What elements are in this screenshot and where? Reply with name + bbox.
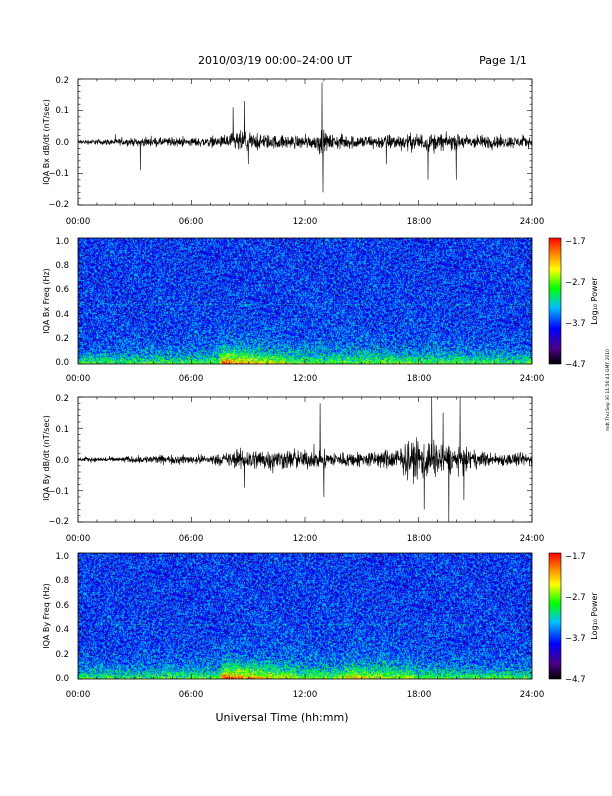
by-spectrogram-y-ticks: 1.0 0.8 0.6 0.4 0.2 0.0 xyxy=(55,552,69,684)
y-tick-label: 0.2 xyxy=(55,76,69,86)
x-tick-label: 18:00 xyxy=(407,690,432,700)
y-tick-label: −0.1 xyxy=(48,487,69,497)
y-tick-label: 0.0 xyxy=(55,456,69,466)
by-dbdt-x-ticks: 00:00 06:00 12:00 18:00 24:00 xyxy=(66,534,545,544)
colorbar-tick-label: −2.7 xyxy=(565,593,586,603)
bx-dbdt-frame xyxy=(77,78,533,206)
y-tick-label: −0.2 xyxy=(48,517,69,527)
y-tick-label: 0.8 xyxy=(55,261,69,271)
y-tick-label: 0.1 xyxy=(55,106,69,116)
bx-dbdt-y-axis-label: IQA Bx dB/dt (nT/sec) xyxy=(42,99,51,185)
y-tick-label: 0.0 xyxy=(55,674,69,684)
x-tick-label: 24:00 xyxy=(520,374,545,384)
bx-dbdt-x-ticks: 00:00 06:00 12:00 18:00 24:00 xyxy=(66,217,545,227)
colorbar-tick-label: −1.7 xyxy=(565,237,586,247)
y-tick-label: −0.2 xyxy=(48,200,69,210)
by-dbdt-tick-marks xyxy=(77,396,533,523)
x-tick-label: 12:00 xyxy=(293,690,318,700)
by-spectrogram-panel: IQA By Freq (Hz) 1.0 0.8 0.6 0.4 0.2 0.0… xyxy=(42,552,599,700)
bx-spectrogram-x-ticks: 00:00 06:00 12:00 18:00 24:00 xyxy=(66,374,545,384)
y-tick-label: 0.2 xyxy=(55,650,69,660)
colorbar-tick-label: −3.7 xyxy=(565,634,586,644)
bx-spectrogram-image xyxy=(78,238,532,364)
x-axis-title: Universal Time (hh:mm) xyxy=(216,711,349,724)
x-tick-label: 12:00 xyxy=(293,374,318,384)
x-tick-label: 00:00 xyxy=(66,534,91,544)
x-tick-label: 00:00 xyxy=(66,374,91,384)
x-tick-label: 06:00 xyxy=(179,690,204,700)
by-dbdt-panel: IQA By dB/dt (nT/sec) 0.2 0.1 0.0 −0.1 −… xyxy=(42,394,544,544)
colorbar-tick-label: −4.7 xyxy=(565,675,586,685)
page-title: 2010/03/19 00:00–24:00 UT xyxy=(198,54,352,67)
x-tick-label: 18:00 xyxy=(407,217,432,227)
colorbar-tick-label: −3.7 xyxy=(565,319,586,329)
x-tick-label: 12:00 xyxy=(293,217,318,227)
x-tick-label: 24:00 xyxy=(520,217,545,227)
x-tick-label: 06:00 xyxy=(179,217,204,227)
by-dbdt-y-ticks: 0.2 0.1 0.0 −0.1 −0.2 xyxy=(48,394,69,527)
bx-spectrogram-y-ticks: 1.0 0.8 0.6 0.4 0.2 0.0 xyxy=(55,237,69,368)
by-colorbar-label: Log₁₀ Power xyxy=(590,592,599,640)
by-colorbar-ticks: −1.7 −2.7 −3.7 −4.7 xyxy=(565,552,586,685)
x-tick-label: 06:00 xyxy=(179,534,204,544)
x-tick-label: 18:00 xyxy=(407,374,432,384)
x-tick-label: 24:00 xyxy=(520,690,545,700)
x-tick-label: 18:00 xyxy=(407,534,432,544)
y-tick-label: 0.4 xyxy=(55,625,69,635)
y-tick-label: 0.8 xyxy=(55,576,69,586)
bx-spectrogram-y-axis-label: IQA Bx Freq (Hz) xyxy=(42,268,51,334)
bx-dbdt-tick-marks xyxy=(77,78,533,206)
y-tick-label: 0.0 xyxy=(55,358,69,368)
y-tick-label: 0.4 xyxy=(55,310,69,320)
y-tick-label: 0.1 xyxy=(55,425,69,435)
y-tick-label: 0.0 xyxy=(55,138,69,148)
bx-colorbar: −1.7 −2.7 −3.7 −4.7 Log₁₀ Power xyxy=(548,237,599,370)
by-colorbar-gradient xyxy=(548,552,562,680)
y-tick-label: 0.6 xyxy=(55,601,69,611)
page-number: Page 1/1 xyxy=(479,54,527,67)
by-dbdt-frame xyxy=(77,396,533,523)
by-dbdt-y-axis-label: IQA By dB/dt (nT/sec) xyxy=(42,415,51,501)
by-spectrogram-x-ticks: 00:00 06:00 12:00 18:00 24:00 xyxy=(66,690,545,700)
x-tick-label: 06:00 xyxy=(179,374,204,384)
x-tick-label: 24:00 xyxy=(520,534,545,544)
x-tick-label: 00:00 xyxy=(66,217,91,227)
colorbar-tick-label: −4.7 xyxy=(565,360,586,370)
x-tick-label: 12:00 xyxy=(293,534,318,544)
by-spectrogram-image xyxy=(78,553,532,679)
y-tick-label: 1.0 xyxy=(55,237,69,247)
bx-dbdt-y-ticks: 0.2 0.1 0.0 −0.1 −0.2 xyxy=(48,76,69,210)
by-dbdt-trace xyxy=(77,396,533,523)
x-tick-label: 00:00 xyxy=(66,690,91,700)
bx-dbdt-trace xyxy=(77,82,533,193)
side-timestamp: mdt Thu Sep 30 11:56:41 GMT 2010 xyxy=(605,349,611,431)
bx-dbdt-panel: IQA Bx dB/dt (nT/sec) 0.2 0.1 0.0 −0.1 −… xyxy=(42,76,544,227)
by-spectrogram-y-axis-label: IQA By Freq (Hz) xyxy=(42,583,51,649)
y-tick-label: 0.6 xyxy=(55,285,69,295)
bx-colorbar-ticks: −1.7 −2.7 −3.7 −4.7 xyxy=(565,237,586,370)
y-tick-label: 0.2 xyxy=(55,394,69,404)
y-tick-label: −0.1 xyxy=(48,169,69,179)
colorbar-tick-label: −2.7 xyxy=(565,278,586,288)
y-tick-label: 0.2 xyxy=(55,334,69,344)
bx-spectrogram-tick-marks xyxy=(77,237,533,365)
bx-colorbar-label: Log₁₀ Power xyxy=(590,277,599,325)
y-tick-label: 1.0 xyxy=(55,552,69,562)
bx-spectrogram-panel: IQA Bx Freq (Hz) 1.0 0.8 0.6 0.4 0.2 0.0… xyxy=(42,237,599,384)
by-spectrogram-tick-marks xyxy=(77,552,533,680)
by-colorbar: −1.7 −2.7 −3.7 −4.7 Log₁₀ Power xyxy=(548,552,599,685)
bx-colorbar-gradient xyxy=(548,237,562,365)
colorbar-tick-label: −1.7 xyxy=(565,552,586,562)
